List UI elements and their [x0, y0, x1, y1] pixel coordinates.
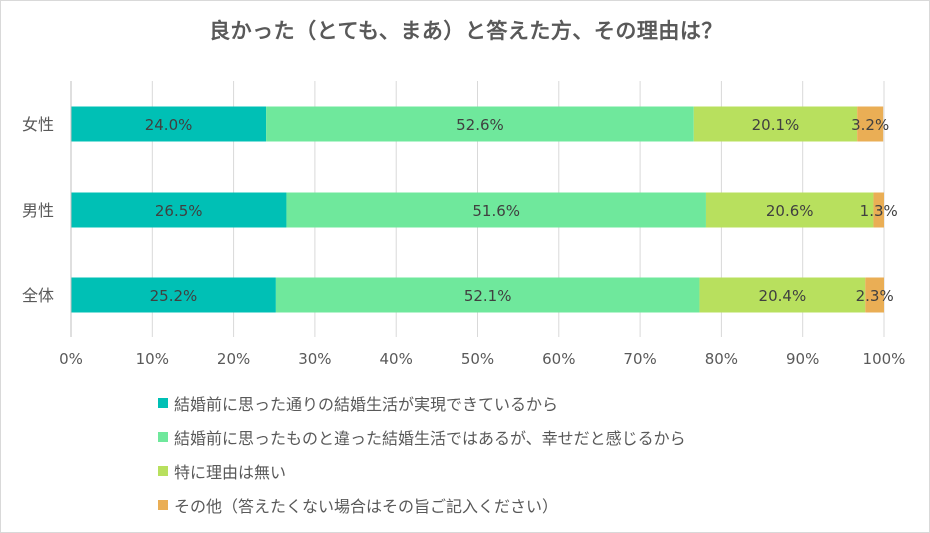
data-label: 20.1%	[752, 116, 800, 134]
x-tick-label: 90%	[786, 350, 819, 368]
chart-title: 良かった（とても、まあ）と答えた方、その理由は？	[209, 19, 723, 43]
legend-label: 特に理由は無い	[174, 463, 287, 482]
y-category-label: 全体	[22, 286, 54, 305]
data-label: 51.6%	[472, 202, 520, 220]
legend-label: その他（答えたくない場合はその旨ご記入ください）	[174, 497, 559, 516]
x-tick-label: 70%	[623, 350, 656, 368]
bar-segment	[693, 106, 858, 142]
legend-item: 結婚前に思った通りの結婚生活が実現できているから	[158, 386, 686, 420]
legend-swatch	[158, 500, 168, 510]
x-tick-label: 100%	[863, 350, 906, 368]
bar-segment	[865, 277, 884, 313]
legend-label: 結婚前に思ったものと違った結婚生活ではあるが、幸せだと感じるから	[174, 429, 686, 448]
data-label: 3.2%	[851, 116, 889, 134]
data-label: 20.4%	[759, 287, 807, 305]
x-tick-label: 60%	[542, 350, 575, 368]
legend-item: 結婚前に思ったものと違った結婚生活ではあるが、幸せだと感じるから	[158, 420, 686, 454]
chart-legend: 結婚前に思った通りの結婚生活が実現できているから結婚前に思ったものと違った結婚生…	[158, 386, 686, 522]
data-label: 2.3%	[856, 287, 894, 305]
y-category-label: 男性	[22, 201, 54, 220]
legend-swatch	[158, 398, 168, 408]
legend-swatch	[158, 466, 168, 476]
data-label: 25.2%	[150, 287, 198, 305]
data-label: 24.0%	[145, 116, 193, 134]
x-tick-label: 50%	[461, 350, 494, 368]
bar-segment	[71, 106, 267, 142]
data-label: 52.1%	[464, 287, 512, 305]
data-label: 26.5%	[155, 202, 203, 220]
bar-segment	[286, 192, 706, 228]
data-label: 20.6%	[766, 202, 814, 220]
bar-segment	[699, 277, 866, 313]
x-tick-label: 80%	[705, 350, 738, 368]
bar-segment	[705, 192, 874, 228]
bar-segment	[266, 106, 694, 142]
bar-segment	[71, 192, 287, 228]
y-category-label: 女性	[22, 115, 54, 134]
bar-segment	[857, 106, 884, 142]
x-tick-label: 0%	[59, 350, 83, 368]
x-tick-label: 20%	[217, 350, 250, 368]
bar-segment	[275, 277, 700, 313]
data-label: 52.6%	[456, 116, 504, 134]
x-tick-label: 10%	[136, 350, 169, 368]
data-label: 1.3%	[860, 202, 898, 220]
legend-item: 特に理由は無い	[158, 454, 686, 488]
legend-label: 結婚前に思った通りの結婚生活が実現できているから	[174, 395, 559, 414]
x-tick-label: 40%	[380, 350, 413, 368]
legend-swatch	[158, 432, 168, 442]
x-tick-label: 30%	[298, 350, 331, 368]
bar-segment	[873, 192, 884, 228]
bar-segment	[71, 277, 276, 313]
legend-item: その他（答えたくない場合はその旨ご記入ください）	[158, 488, 686, 522]
